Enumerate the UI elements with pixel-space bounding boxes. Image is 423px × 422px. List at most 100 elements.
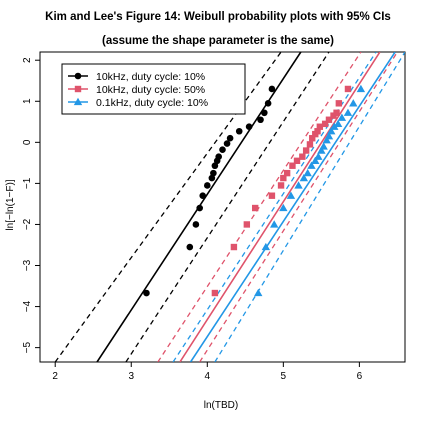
data-point [333,119,343,128]
data-point [280,174,287,182]
data-point [199,192,207,200]
x-tick-label: 4 [205,371,211,382]
data-point [316,123,324,130]
data-point [349,99,358,107]
plot-area: 2 3 4 5 6 −5 −4 −3 −2 −1 0 1 2 [22,51,406,382]
data-point [245,123,253,131]
plot-frame [39,51,406,363]
data-point [210,169,217,177]
x-tick-label: 2 [52,371,58,382]
x-tick-label: 5 [281,371,287,382]
ci-lower-line [199,52,398,362]
chart-title: Kim and Lee's Figure 14: Weibull probabi… [45,11,391,23]
data-point [309,135,316,142]
data-point [257,116,264,124]
data-point [223,140,231,147]
data-point [251,204,259,212]
data-point [322,136,331,144]
data-point [211,162,219,170]
data-point [192,221,200,228]
y-axis-label: ln[−ln(1−F)] [5,179,16,230]
series-lines [54,52,405,362]
data-point [317,146,326,154]
data-point [277,182,285,189]
data-point [333,109,340,116]
data-point [356,84,366,93]
data-point [243,221,251,228]
data-point [230,243,238,251]
ci-upper-line [172,52,377,362]
data-point [330,122,339,130]
data-point [261,242,271,251]
data-point [314,128,321,135]
data-point [196,204,203,212]
data-point [337,113,347,121]
data-point [261,109,268,117]
y-tick-label: 1 [22,98,33,104]
data-point [264,100,272,107]
data-point [343,108,353,116]
x-axis-label: ln(TBD) [204,400,238,411]
data-point [302,147,310,154]
legend-label: 0.1kHz, duty cycle: 10% [96,97,208,109]
legend-marker [74,72,82,80]
ci-upper-line [157,52,362,362]
data-point [314,152,323,160]
data-point [307,161,316,169]
x-tick-label: 3 [128,371,134,382]
data-point [270,220,279,228]
legend: 10kHz, duty cycle: 10%10kHz, duty cycle:… [61,63,246,115]
data-point [186,243,194,251]
legend-label: 10kHz, duty cycle: 10% [96,71,205,83]
data-point [324,131,334,140]
data-point [286,191,296,199]
data-point [226,134,234,142]
ci-lower-line [214,52,405,362]
ci-lower-line [125,52,330,362]
data-point [235,127,243,135]
y-tick-label: −3 [22,259,33,271]
x-tick-label: 6 [357,371,363,382]
fit-line [189,52,396,362]
data-point [311,156,320,164]
data-point [319,142,328,150]
data-point [306,141,314,148]
data-point [299,153,306,160]
data-point [143,289,150,297]
data-point [268,192,276,199]
data-point [293,157,301,165]
data-point [283,169,291,177]
chart-subtitle: (assume the shape parameter is the same) [102,35,334,47]
series-points [143,85,276,297]
data-point [279,203,288,212]
legend-marker [74,85,82,93]
data-point [344,85,352,93]
y-tick-label: 0 [22,139,33,145]
data-point [327,127,336,135]
y-tick-label: −2 [22,218,33,230]
data-point [294,181,303,189]
y-tick-label: −5 [22,341,33,353]
data-point [254,288,263,297]
legend-box [61,63,246,115]
data-point [335,100,343,107]
series-points [211,85,352,297]
fit-line [179,52,381,362]
data-point [303,168,312,177]
data-point [203,182,211,189]
data-point [321,120,329,128]
data-point [299,173,309,182]
legend-label: 10kHz, duty cycle: 50% [96,84,205,96]
data-point [215,153,222,161]
series-points [254,84,366,297]
y-tick-label: −1 [22,177,33,189]
y-tick-label: −4 [22,300,33,312]
legend-marker [73,97,83,106]
data-point [289,162,296,169]
data-point [219,146,226,154]
data-point [211,289,219,297]
data-point [325,116,333,123]
y-tick-label: 2 [22,57,33,63]
data-point [268,85,276,93]
